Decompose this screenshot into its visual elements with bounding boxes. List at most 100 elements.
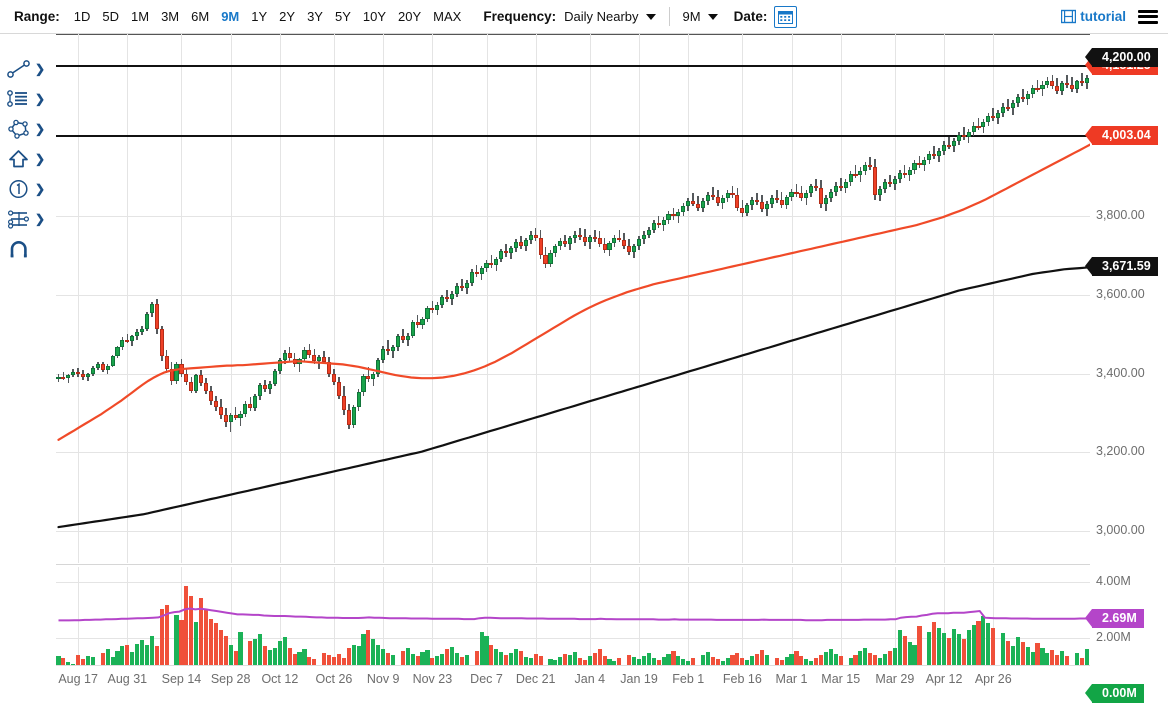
candle-body[interactable] [779, 199, 784, 205]
candle-body[interactable] [56, 376, 61, 380]
range-item-5y[interactable]: 5Y [334, 9, 351, 24]
candle-body[interactable] [445, 296, 450, 300]
candle-body[interactable] [174, 364, 179, 381]
candle-body[interactable] [745, 205, 750, 214]
volume-bar[interactable] [194, 622, 199, 693]
candle-body[interactable] [558, 240, 563, 247]
candle-body[interactable] [213, 401, 218, 407]
candle-body[interactable] [814, 186, 819, 189]
volume-bar[interactable] [213, 622, 218, 693]
candle-body[interactable] [592, 236, 597, 239]
shape-tool[interactable]: ❯ [6, 114, 52, 144]
candle-body[interactable] [553, 246, 558, 253]
candle-body[interactable] [671, 214, 676, 217]
candle-body[interactable] [135, 331, 140, 337]
range-item-6m[interactable]: 6M [191, 9, 210, 24]
candle-body[interactable] [130, 336, 135, 342]
candle-body[interactable] [341, 395, 346, 410]
candle-body[interactable] [764, 203, 769, 210]
candle-body[interactable] [184, 373, 189, 383]
candle-body[interactable] [686, 201, 691, 207]
candle-body[interactable] [454, 285, 460, 294]
candle-body[interactable] [1055, 86, 1060, 91]
chevron-right-icon[interactable]: ❯ [35, 62, 46, 76]
candle-body[interactable] [366, 375, 371, 380]
volume-bar[interactable] [366, 629, 371, 693]
range-item-10y[interactable]: 10Y [362, 9, 387, 24]
volume-bar[interactable] [951, 629, 956, 693]
candle-body[interactable] [115, 347, 120, 357]
chart-plot-area[interactable] [56, 34, 1114, 699]
annotation-tool[interactable]: ❯ [6, 84, 52, 114]
candle-body[interactable] [996, 112, 1001, 118]
candle-body[interactable] [986, 116, 991, 123]
candle-body[interactable] [410, 322, 415, 336]
candle-body[interactable] [528, 234, 533, 241]
volume-bar[interactable] [149, 636, 154, 693]
candle-body[interactable] [681, 206, 686, 212]
chevron-down-icon-period[interactable] [707, 14, 718, 20]
candle-body[interactable] [838, 185, 843, 188]
candle-body[interactable] [769, 198, 774, 204]
candle-body[interactable] [1030, 87, 1035, 94]
candle-body[interactable] [676, 211, 681, 217]
candle-body[interactable] [971, 125, 976, 132]
candle-body[interactable] [164, 356, 169, 369]
candle-body[interactable] [140, 328, 145, 332]
candle-body[interactable] [489, 262, 494, 265]
candle-body[interactable] [907, 169, 912, 175]
candle-body[interactable] [691, 201, 696, 204]
candle-body[interactable] [228, 415, 233, 423]
candle-body[interactable] [976, 125, 981, 128]
candle-body[interactable] [292, 358, 297, 365]
candle-body[interactable] [199, 375, 204, 383]
candle-body[interactable] [823, 198, 829, 204]
candle-body[interactable] [459, 285, 464, 289]
candle-body[interactable] [607, 243, 612, 251]
chevron-right-icon[interactable]: ❯ [35, 122, 46, 136]
candle-body[interactable] [81, 374, 86, 378]
candle-body[interactable] [951, 141, 956, 147]
candle-body[interactable] [179, 364, 184, 374]
date-axis[interactable]: Aug 17 Aug 31 Sep 14 Sep 28 Oct 12 Oct 26 Nov … [0, 665, 1168, 699]
candle-body[interactable] [720, 198, 725, 203]
candle-body[interactable] [66, 375, 71, 378]
candle-body[interactable] [154, 304, 159, 330]
magnet-tool[interactable] [6, 234, 52, 264]
volume-bar[interactable] [179, 620, 184, 693]
candle-body[interactable] [755, 199, 760, 203]
candle-body[interactable] [922, 160, 927, 166]
volume-bar[interactable] [937, 627, 942, 693]
candle-body[interactable] [1025, 94, 1030, 99]
volume-bar[interactable] [174, 614, 179, 693]
candle-body[interactable] [405, 335, 410, 341]
candle-body[interactable] [149, 304, 154, 314]
candle-body[interactable] [1040, 84, 1045, 90]
candle-body[interactable] [627, 245, 632, 252]
volume-bar[interactable] [902, 636, 907, 693]
volume-bar[interactable] [218, 629, 223, 693]
candle-body[interactable] [356, 392, 361, 408]
candle-body[interactable] [848, 173, 853, 183]
candle-body[interactable] [833, 185, 838, 192]
candle-body[interactable] [710, 195, 715, 198]
volume-bar[interactable] [238, 631, 243, 693]
candle-body[interactable] [100, 364, 105, 370]
candle-body[interactable] [159, 329, 164, 357]
range-item-9m[interactable]: 9M [221, 9, 240, 24]
ma-slow-tag[interactable]: 3,671.59 [1085, 256, 1158, 276]
candle-body[interactable] [317, 356, 322, 361]
candle-body[interactable] [715, 196, 720, 203]
candle-body[interactable] [543, 255, 548, 264]
candle-body[interactable] [322, 356, 327, 362]
candle-body[interactable] [169, 368, 174, 381]
candle-body[interactable] [125, 339, 130, 342]
chevron-right-icon[interactable]: ❯ [35, 152, 46, 166]
candle-body[interactable] [617, 237, 622, 241]
candle-body[interactable] [577, 234, 583, 237]
candle-body[interactable] [430, 307, 435, 311]
candle-body[interactable] [887, 182, 892, 185]
candle-body[interactable] [371, 374, 376, 380]
frequency-value[interactable]: Daily Nearby [564, 9, 639, 24]
candle-body[interactable] [538, 237, 543, 256]
